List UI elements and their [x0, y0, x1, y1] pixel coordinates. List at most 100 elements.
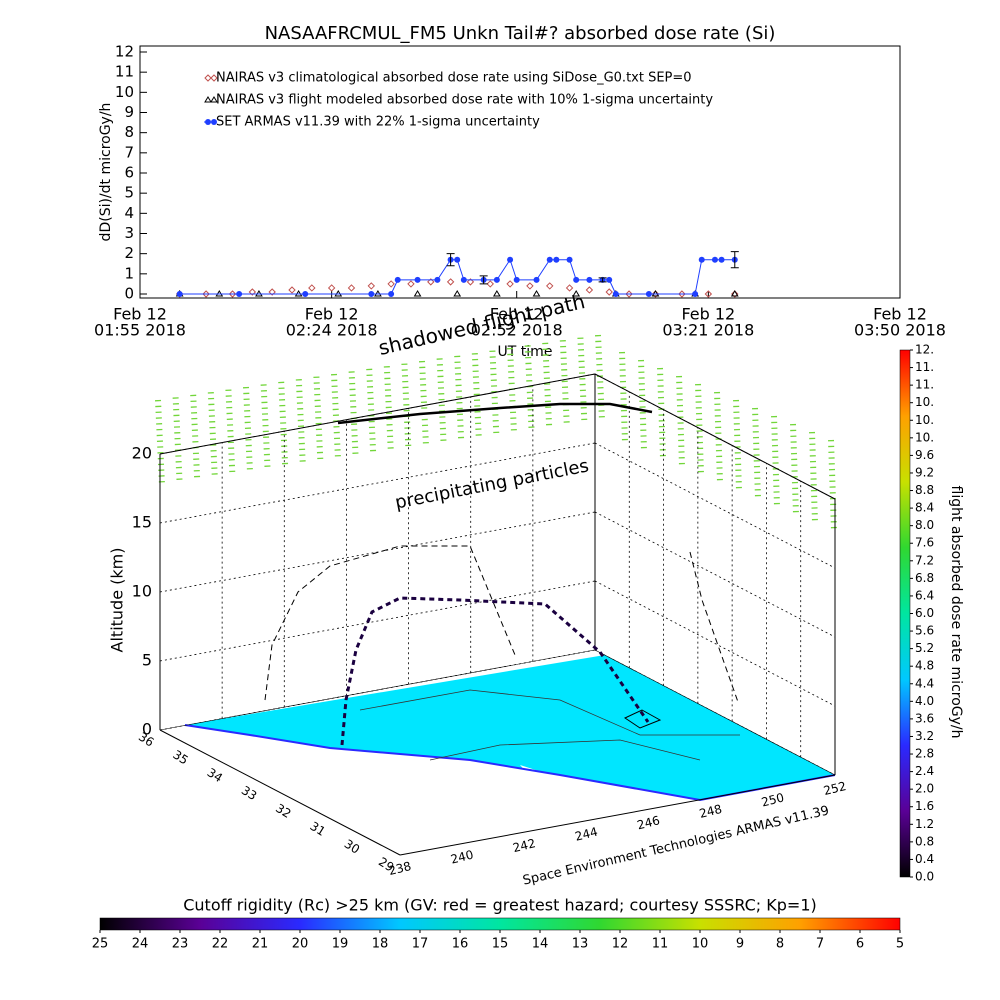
error-bar — [446, 253, 455, 267]
colorbar-label: Cutoff rigidity (Rc) >25 km (GV: red = g… — [183, 896, 817, 915]
y-axis-label: dD(Si)/dt microGy/h — [98, 103, 114, 242]
marker — [692, 291, 699, 297]
legend-label: SET ARMAS v11.39 with 22% 1-sigma uncert… — [216, 115, 540, 130]
colorbar-tick-label: 10. — [915, 413, 934, 427]
flight-path — [340, 596, 650, 746]
marker — [394, 276, 401, 283]
marker — [718, 256, 725, 263]
z-tick-label: 15 — [132, 513, 152, 532]
y-tick-label: 36 — [136, 730, 156, 750]
marker — [446, 278, 455, 286]
z-tick-label: 20 — [132, 444, 152, 463]
y-tick-label: 11 — [115, 63, 134, 81]
marker — [228, 290, 237, 298]
colorbar-label: flight absorbed dose rate microGy/h — [948, 486, 964, 739]
colorbar-tick-label: 19 — [332, 937, 349, 952]
y-tick-label: 34 — [205, 765, 225, 785]
marker — [533, 276, 540, 283]
colorbar-tick-label: 2.8 — [915, 747, 934, 761]
x-tick-label: 240 — [449, 848, 475, 867]
marker — [407, 280, 415, 288]
colorbar-tick-label: 0.0 — [915, 870, 934, 884]
marker — [678, 290, 686, 298]
water — [520, 765, 655, 813]
grid-line — [594, 511, 836, 638]
marker — [566, 256, 573, 263]
marker — [486, 280, 494, 288]
colorbar-tick-label: 11. — [915, 360, 934, 374]
colorbar-tick-label: 21 — [252, 937, 269, 952]
colorbar-tick-label: 20 — [292, 937, 309, 952]
marker — [367, 282, 376, 290]
colorbar-tick-label: 15 — [492, 937, 509, 952]
marker — [506, 280, 514, 288]
marker — [625, 290, 633, 298]
flight-path-shadow — [689, 551, 739, 703]
marker — [493, 276, 500, 283]
marker — [387, 280, 395, 288]
x-tick-label: Feb 12 — [113, 305, 167, 324]
marker — [586, 276, 593, 283]
colorbar-tick-label: 6.8 — [915, 571, 934, 585]
colorbar-tick-label: 1.2 — [915, 817, 934, 831]
colorbar-tick-label: 4.8 — [915, 659, 934, 673]
z-tick-label: 10 — [132, 582, 152, 601]
x-tick-label: Feb 12 — [681, 305, 735, 324]
axis-edge — [594, 649, 836, 776]
y-tick-label: 5 — [124, 184, 134, 202]
grid-line — [594, 580, 836, 707]
x-tick-label: 02:52 2018 — [471, 321, 563, 340]
colorbar-tick-label: 0.8 — [915, 834, 934, 848]
y-tick-label: 35 — [170, 747, 190, 767]
marker — [302, 291, 309, 297]
y-tick-label: 33 — [239, 783, 259, 803]
colorbar-tick-label: 24 — [132, 937, 149, 952]
marker — [347, 284, 356, 292]
colorbar-tick-label: 18 — [372, 937, 389, 952]
grid-line — [159, 580, 596, 662]
y-tick-label: 8 — [124, 123, 134, 141]
marker — [176, 291, 183, 297]
grid-line — [594, 442, 836, 569]
grid-line — [159, 442, 596, 524]
x-tick-label: 238 — [387, 859, 413, 878]
marker — [492, 290, 501, 297]
x-tick-label: 252 — [822, 779, 848, 798]
axis-edge — [594, 373, 836, 500]
marker — [368, 291, 375, 297]
land — [185, 655, 835, 800]
marker — [466, 278, 475, 286]
marker — [711, 256, 718, 263]
x-tick-label: 01:55 2018 — [94, 321, 186, 340]
error-bar — [479, 275, 488, 285]
y-tick-label: 0 — [124, 285, 134, 303]
legend-marker — [211, 119, 217, 125]
marker — [288, 286, 296, 294]
x-tick-label: 242 — [511, 836, 537, 855]
y-tick-label: 12 — [115, 43, 134, 61]
marker — [327, 284, 336, 292]
marker — [532, 290, 541, 297]
colorbar-tick-label: 6 — [856, 937, 864, 952]
colorbar-tick-label: 10. — [915, 395, 934, 409]
error-bar — [598, 277, 607, 283]
y-tick-label: 1 — [124, 264, 134, 282]
legend-marker — [210, 96, 218, 103]
colorbar-tick-label: 11 — [652, 937, 669, 952]
colorbar-tick-label: 5.6 — [915, 624, 934, 638]
x-tick-label: 03:50 2018 — [854, 321, 946, 340]
marker — [268, 288, 276, 296]
colorbar-tick-label: 7.2 — [915, 553, 934, 567]
colorbar-tick-label: 2.4 — [915, 764, 934, 778]
marker — [513, 276, 520, 283]
colorbar-tick-label: 23 — [172, 937, 189, 952]
marker — [526, 282, 534, 290]
marker — [507, 256, 514, 263]
marker — [645, 291, 652, 297]
marker — [414, 276, 421, 283]
marker — [612, 291, 619, 297]
axis-edge — [159, 373, 596, 455]
marker — [573, 276, 580, 283]
